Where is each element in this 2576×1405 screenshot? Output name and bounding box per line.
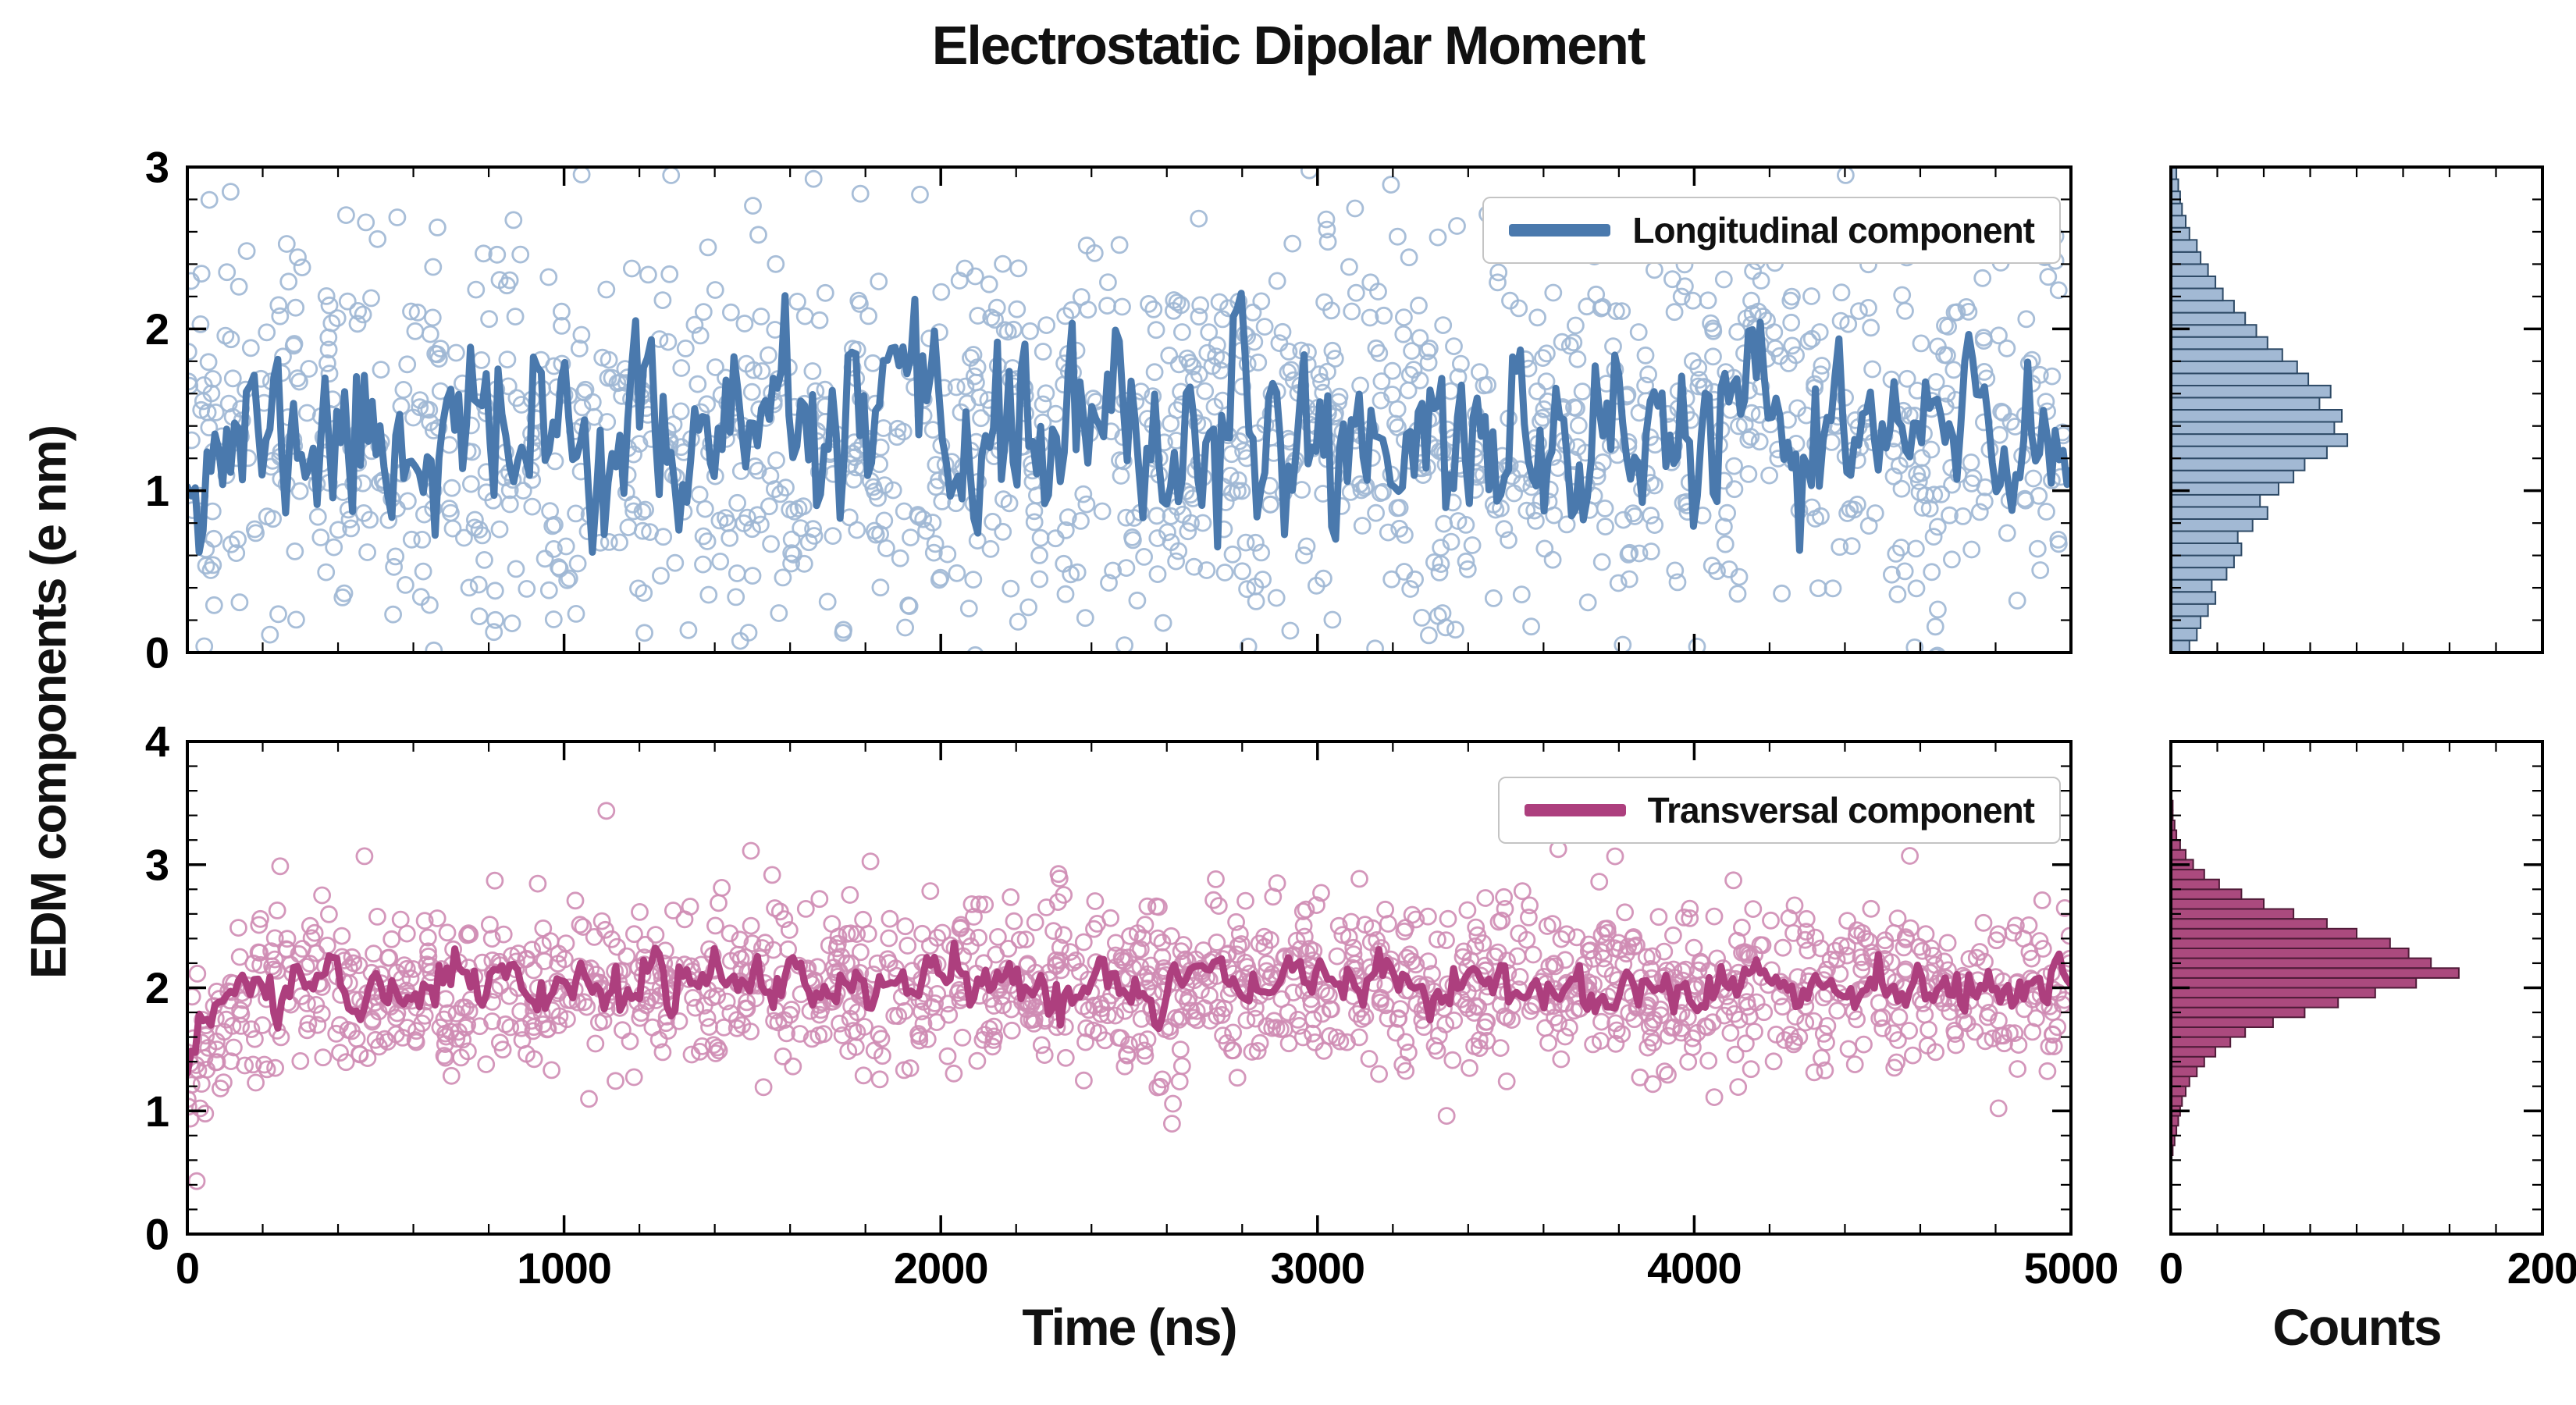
svg-text:3000: 3000 — [1271, 1243, 1365, 1293]
legend-longitudinal: Longitudinal component — [1482, 197, 2061, 264]
svg-text:5000: 5000 — [2024, 1243, 2119, 1293]
svg-text:1000: 1000 — [517, 1243, 611, 1293]
y-axis-label: EDM components (e nm) — [20, 425, 76, 980]
x-axis-label-counts: Counts — [2272, 1298, 2442, 1356]
legend-swatch-transversal — [1524, 804, 1626, 816]
svg-text:0: 0 — [2159, 1243, 2183, 1293]
x-axis-label-time: Time (ns) — [1022, 1298, 1237, 1356]
svg-text:2: 2 — [145, 963, 169, 1012]
svg-text:3: 3 — [145, 143, 169, 192]
chart-title: Electrostatic Dipolar Moment — [931, 15, 1646, 76]
svg-text:4000: 4000 — [1647, 1243, 1742, 1293]
svg-text:4: 4 — [145, 717, 169, 767]
svg-text:3: 3 — [145, 840, 169, 889]
svg-text:1: 1 — [145, 466, 169, 515]
svg-text:200: 200 — [2507, 1243, 2576, 1293]
svg-text:0: 0 — [145, 628, 169, 678]
legend-transversal: Transversal component — [1497, 777, 2061, 844]
svg-text:0: 0 — [176, 1243, 199, 1293]
svg-text:0: 0 — [145, 1210, 169, 1259]
svg-text:1: 1 — [145, 1087, 169, 1136]
legend-label-longitudinal: Longitudinal component — [1632, 210, 2035, 251]
legend-swatch-longitudinal — [1509, 224, 1611, 237]
svg-text:2000: 2000 — [894, 1243, 988, 1293]
svg-text:2: 2 — [145, 304, 169, 354]
legend-label-transversal: Transversal component — [1647, 790, 2035, 831]
